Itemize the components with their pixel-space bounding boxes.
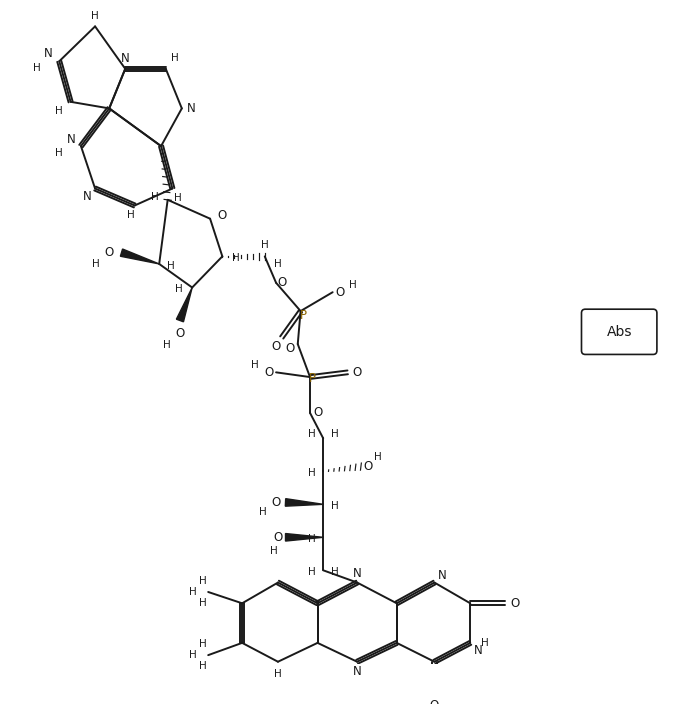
Text: P: P: [300, 309, 307, 322]
Text: O: O: [430, 698, 439, 704]
Text: H: H: [172, 54, 179, 63]
Text: H: H: [270, 546, 278, 555]
Text: H: H: [199, 576, 206, 586]
Text: H: H: [56, 106, 63, 116]
Text: O: O: [272, 496, 281, 509]
Text: N: N: [83, 189, 92, 203]
Text: P: P: [309, 372, 316, 386]
Text: O: O: [104, 246, 114, 259]
Text: H: H: [199, 598, 206, 608]
Text: H: H: [151, 192, 158, 202]
Text: H: H: [308, 567, 316, 577]
Text: H: H: [56, 148, 63, 158]
Text: N: N: [44, 47, 52, 61]
Polygon shape: [285, 534, 323, 541]
Text: O: O: [176, 327, 185, 340]
FancyBboxPatch shape: [582, 309, 657, 354]
Text: N: N: [353, 665, 362, 678]
Polygon shape: [176, 287, 192, 322]
Text: N: N: [67, 133, 76, 146]
Text: H: H: [33, 63, 40, 73]
Text: H: H: [274, 259, 282, 269]
Text: H: H: [252, 360, 259, 370]
Text: H: H: [91, 11, 99, 21]
Text: H: H: [482, 638, 489, 648]
Polygon shape: [285, 498, 323, 506]
Text: N: N: [473, 644, 482, 657]
Text: Abs: Abs: [607, 325, 633, 339]
Text: H: H: [331, 501, 338, 511]
Text: O: O: [313, 406, 322, 420]
Text: H: H: [174, 193, 182, 203]
Text: H: H: [92, 259, 100, 269]
Text: H: H: [331, 567, 338, 577]
Text: H: H: [127, 210, 134, 220]
Text: H: H: [331, 429, 338, 439]
Text: N: N: [121, 52, 130, 65]
Text: H: H: [349, 279, 357, 289]
Text: O: O: [364, 460, 373, 473]
Text: H: H: [232, 253, 239, 263]
Text: O: O: [510, 597, 519, 610]
Text: O: O: [273, 531, 283, 543]
Polygon shape: [121, 249, 159, 264]
Text: H: H: [274, 669, 282, 679]
Text: H: H: [199, 639, 206, 649]
Text: H: H: [189, 587, 197, 597]
Text: H: H: [259, 507, 267, 517]
Text: H: H: [308, 534, 316, 544]
Text: O: O: [277, 276, 286, 289]
Text: O: O: [272, 341, 281, 353]
Text: H: H: [189, 650, 197, 660]
Text: H: H: [199, 662, 206, 672]
Text: N: N: [438, 569, 447, 582]
Text: O: O: [353, 366, 362, 379]
Text: H: H: [261, 240, 269, 250]
Text: H: H: [175, 284, 183, 294]
Text: O: O: [335, 286, 345, 298]
Text: H: H: [163, 340, 171, 350]
Text: H: H: [308, 468, 316, 478]
Text: N: N: [187, 102, 196, 115]
Text: O: O: [264, 366, 273, 379]
Text: H: H: [167, 260, 174, 271]
Text: H: H: [308, 429, 316, 439]
Text: N: N: [353, 567, 362, 579]
Text: O: O: [285, 342, 295, 356]
Text: H: H: [374, 452, 381, 463]
Text: O: O: [217, 209, 227, 222]
